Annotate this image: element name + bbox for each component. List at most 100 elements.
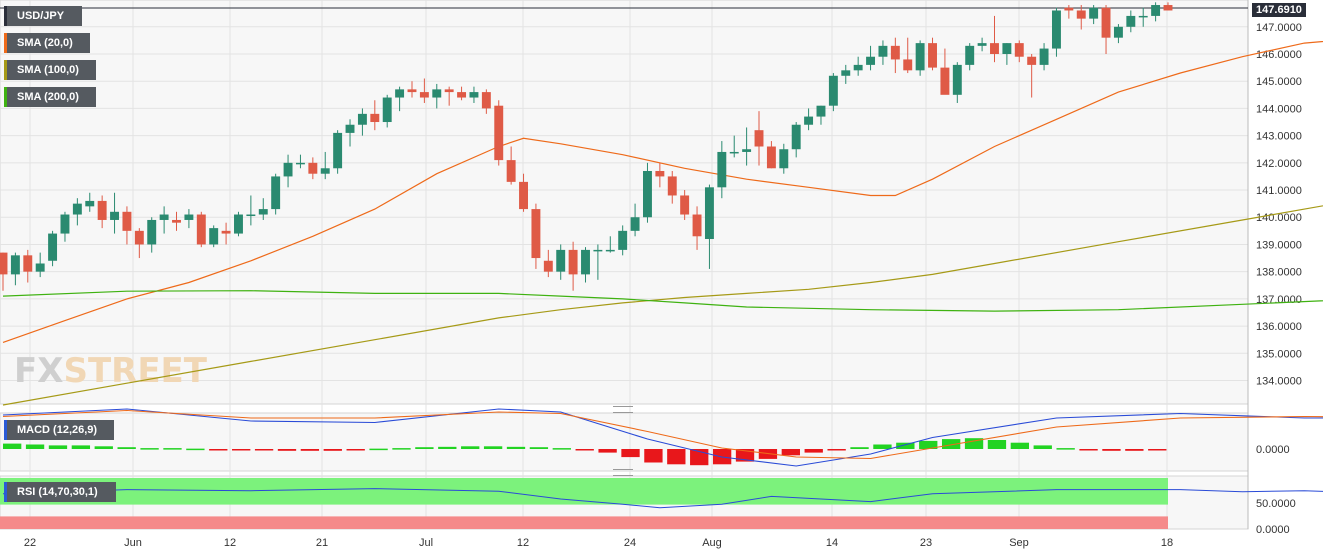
candle	[494, 100, 504, 166]
macd-histogram-bar	[575, 449, 594, 451]
candle	[506, 146, 516, 185]
macd-histogram-bar	[735, 449, 755, 462]
candle	[444, 86, 454, 106]
candle-body	[271, 176, 281, 210]
pane-resize-handle-macd[interactable]	[613, 406, 633, 413]
candle-body	[841, 70, 851, 76]
candle-body	[630, 217, 640, 231]
y-tick-label: 147.0000	[1256, 22, 1302, 34]
candle-body	[1089, 7, 1099, 19]
candle	[134, 228, 144, 259]
macd-signal-line	[2, 409, 1323, 460]
x-tick-label: Aug	[702, 537, 722, 549]
candle	[10, 252, 20, 286]
candle-body	[134, 230, 144, 245]
candle-body	[866, 56, 876, 65]
candle	[841, 64, 851, 84]
candle-body	[258, 209, 268, 215]
candle	[928, 37, 937, 71]
current-price-tag: 147.6910	[1252, 3, 1306, 17]
candle	[1126, 10, 1136, 33]
candle	[295, 154, 305, 169]
candle-body	[543, 260, 553, 272]
legend-sma-20[interactable]: SMA (20,0)	[4, 33, 90, 53]
candle	[704, 184, 714, 269]
candle-body	[729, 151, 739, 154]
candle	[568, 241, 578, 291]
macd-histogram-bar	[25, 444, 45, 449]
macd-histogram-bar	[598, 449, 617, 453]
candle-body	[853, 64, 863, 71]
candle-body	[221, 230, 231, 234]
y-tick-label: 137.0000	[1256, 294, 1302, 306]
y-tick-label: 135.0000	[1256, 348, 1302, 360]
candle-body	[568, 249, 578, 275]
candle	[72, 198, 82, 226]
macd-histogram-bar	[392, 448, 411, 450]
candle	[370, 100, 380, 131]
candle	[407, 81, 417, 98]
rsi-line	[2, 488, 1323, 509]
candle	[23, 249, 33, 283]
candle-body	[246, 214, 256, 217]
legend-rsi[interactable]: RSI (14,70,30,1)	[4, 482, 116, 502]
y-tick-label: 134.0000	[1256, 375, 1302, 387]
candle-body	[308, 162, 318, 174]
candle	[618, 225, 628, 256]
candle-body	[0, 252, 8, 275]
rsi-oversold-zone	[0, 516, 1168, 529]
candle	[729, 135, 739, 158]
candle-body	[333, 132, 343, 169]
y-tick-label: 144.0000	[1256, 103, 1302, 115]
macd-histogram-bar	[300, 449, 320, 451]
candle-body	[655, 170, 665, 177]
candle	[903, 37, 913, 74]
candle	[816, 105, 826, 125]
x-tick-label: Jul	[419, 537, 433, 549]
candle-body	[965, 45, 975, 65]
candle-body	[952, 64, 962, 95]
candle	[308, 157, 318, 180]
macd-histogram-bar	[896, 442, 915, 449]
candle	[630, 203, 640, 237]
main-pane-bg	[0, 0, 1249, 405]
candle-body	[1163, 5, 1173, 11]
candle	[754, 111, 764, 166]
candle-body	[506, 160, 516, 182]
macd-histogram-bar	[323, 449, 342, 451]
candle	[853, 56, 863, 76]
candle	[1027, 54, 1037, 98]
candle-body	[1039, 48, 1049, 65]
legend-sma-100[interactable]: SMA (100,0)	[4, 60, 96, 80]
x-tick-label: 22	[24, 537, 36, 549]
x-tick-label: 14	[826, 537, 838, 549]
macd-histogram-bar	[3, 443, 22, 449]
candle-body	[395, 89, 405, 98]
candle-body	[556, 249, 566, 272]
macd-histogram-bar	[461, 446, 480, 449]
candle-body	[122, 211, 132, 231]
candle-body	[804, 116, 814, 125]
pane-resize-handle-rsi[interactable]	[613, 469, 633, 476]
legend-sma-200[interactable]: SMA (200,0)	[4, 87, 96, 107]
macd-pane-bg	[0, 412, 1249, 472]
candle	[965, 43, 975, 71]
y-tick-label: 138.0000	[1256, 267, 1302, 279]
candle	[97, 195, 107, 229]
candle-body	[1076, 10, 1086, 19]
candle	[234, 211, 243, 237]
macd-histogram-bar	[254, 449, 274, 451]
macd-histogram-bar	[163, 448, 182, 450]
candle	[209, 225, 219, 248]
y-tick-label: 141.0000	[1256, 185, 1302, 197]
macd-histogram-bar	[621, 449, 640, 458]
candle	[915, 40, 925, 76]
legend-macd[interactable]: MACD (12,26,9)	[4, 420, 114, 440]
macd-histogram-bar	[1033, 445, 1052, 449]
candle-body	[1101, 7, 1111, 38]
legend-symbol[interactable]: USD/JPY	[4, 6, 82, 26]
sma-line-2	[2, 290, 1323, 312]
candle-body	[779, 149, 789, 169]
candle	[221, 222, 231, 245]
